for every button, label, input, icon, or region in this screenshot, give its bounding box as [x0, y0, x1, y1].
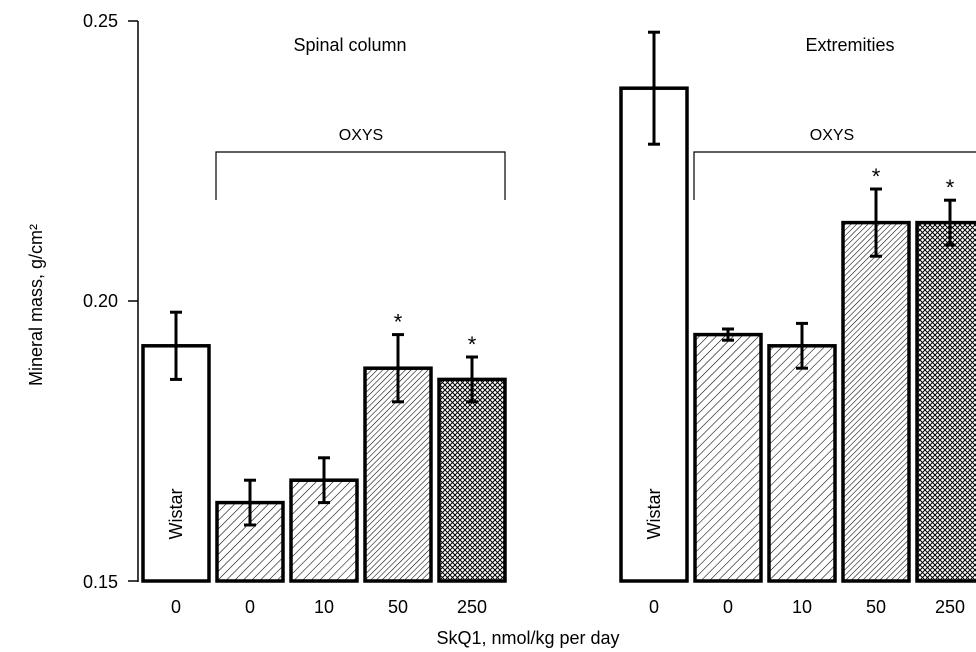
bar	[841, 220, 911, 583]
bar-label-wistar: Wistar	[644, 489, 664, 540]
bar	[767, 344, 837, 583]
panel-title-extremities: Extremities	[805, 35, 894, 55]
significance-marker: *	[394, 310, 403, 335]
bar	[915, 220, 976, 583]
significance-marker: *	[468, 332, 477, 357]
bar	[619, 86, 689, 583]
bar	[141, 344, 211, 583]
bar	[693, 332, 763, 583]
bar	[437, 377, 507, 583]
x-tick-label: 50	[866, 597, 886, 617]
x-tick-label: 0	[649, 597, 659, 617]
y-axis-label: Mineral mass, g/cm²	[26, 224, 46, 386]
x-tick-label: 250	[457, 597, 487, 617]
y-tick-label: 0.15	[83, 572, 118, 592]
x-tick-label: 0	[171, 597, 181, 617]
panel-title-spinal: Spinal column	[293, 35, 406, 55]
x-tick-label: 10	[792, 597, 812, 617]
group-label-oxys-extremities: OXYS	[810, 127, 854, 144]
significance-marker: *	[872, 164, 881, 189]
x-tick-label: 0	[723, 597, 733, 617]
bar	[363, 366, 433, 583]
group-label-oxys-spinal: OXYS	[339, 127, 383, 144]
oxys-bracket-spinal	[215, 151, 506, 200]
oxys-bracket-extremities	[693, 151, 976, 200]
y-tick-label: 0.25	[83, 11, 118, 31]
x-axis-label: SkQ1, nmol/kg per day	[436, 628, 619, 648]
significance-marker: *	[946, 175, 955, 200]
x-tick-label: 250	[935, 597, 965, 617]
x-tick-label: 10	[314, 597, 334, 617]
bar-label-wistar: Wistar	[166, 489, 186, 540]
x-tick-label: 0	[245, 597, 255, 617]
x-tick-label: 50	[388, 597, 408, 617]
y-tick-label: 0.20	[83, 291, 118, 311]
